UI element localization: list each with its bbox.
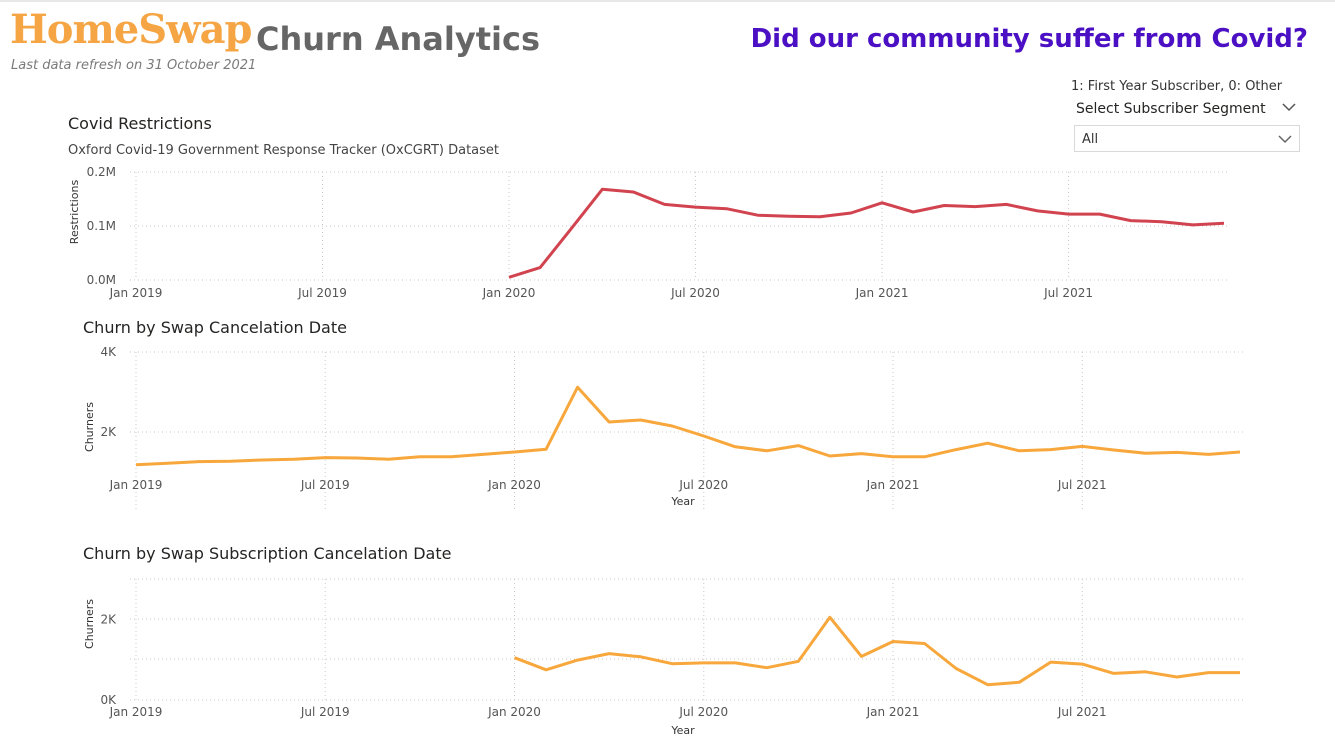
y-axis-label: Restrictions: [68, 180, 81, 245]
x-tick-label: Jul 2020: [670, 286, 720, 300]
x-tick-label: Jul 2019: [297, 286, 347, 300]
covid-restrictions-chart: Covid Restrictions Oxford Covid-19 Govern…: [68, 114, 1228, 300]
y-tick-label: 0K: [100, 693, 117, 707]
churn-subscription-chart: Churn by Swap Subscription Cancelation D…: [83, 544, 1244, 737]
x-tick-label: Jan 2021: [866, 705, 920, 719]
x-tick-label: Jan 2021: [855, 286, 909, 300]
page-title: Churn Analytics: [256, 20, 540, 58]
x-tick-label: Jan 2021: [866, 478, 920, 492]
x-tick-label: Jan 2019: [109, 705, 163, 719]
series-line: [135, 385, 1241, 467]
x-tick-label: Jul 2021: [1057, 705, 1107, 719]
x-tick-label: Jul 2019: [300, 478, 350, 492]
chevron-down-icon[interactable]: [1277, 133, 1293, 145]
segment-legend-note: 1: First Year Subscriber, 0: Other: [1071, 79, 1283, 94]
segment-slicer-header[interactable]: Select Subscriber Segment: [1076, 98, 1302, 120]
x-axis-label: Year: [670, 495, 695, 508]
y-tick-label: 2K: [100, 425, 117, 439]
chart-subtitle: Oxford Covid-19 Government Response Trac…: [68, 143, 499, 158]
brand-logo: HomeSwap: [10, 6, 252, 53]
chevron-down-icon[interactable]: [1280, 100, 1298, 114]
x-tick-label: Jul 2019: [300, 705, 350, 719]
segment-dropdown[interactable]: All: [1074, 125, 1300, 152]
y-axis-label: Churners: [83, 402, 96, 452]
churn-cancelation-chart: Churn by Swap Cancelation Date Jan 2019 Ju…: [83, 318, 1244, 512]
series-line: [508, 187, 1225, 279]
x-tick-label: Jul 2020: [678, 705, 728, 719]
x-tick-label: Jul 2021: [1057, 478, 1107, 492]
segment-dropdown-value: All: [1082, 132, 1099, 147]
y-tick-label: 0.2M: [87, 165, 116, 179]
y-tick-label: 2K: [100, 612, 117, 626]
y-tick-label: 0.1M: [87, 219, 116, 233]
series-line: [513, 615, 1240, 687]
x-tick-label: Jul 2021: [1043, 286, 1093, 300]
x-axis-label: Year: [670, 724, 695, 737]
segment-slicer-label: Select Subscriber Segment: [1076, 101, 1266, 117]
y-axis-label: Churners: [83, 599, 96, 649]
x-tick-label: Jan 2020: [487, 478, 541, 492]
refresh-note: Last data refresh on 31 October 2021: [11, 58, 257, 73]
x-tick-label: Jan 2019: [109, 478, 163, 492]
chart-title: Churn by Swap Subscription Cancelation D…: [83, 544, 451, 563]
x-tick-label: Jan 2019: [109, 286, 163, 300]
chart-title: Churn by Swap Cancelation Date: [83, 318, 347, 337]
x-tick-label: Jan 2020: [482, 286, 536, 300]
x-tick-label: Jul 2020: [678, 478, 728, 492]
y-tick-label: 4K: [100, 345, 117, 359]
x-tick-label: Jan 2020: [487, 705, 541, 719]
top-border: [0, 0, 1335, 2]
chart-title: Covid Restrictions: [68, 114, 212, 133]
y-tick-label: 0.0M: [87, 273, 116, 287]
headline-question: Did our community suffer from Covid?: [750, 24, 1308, 54]
